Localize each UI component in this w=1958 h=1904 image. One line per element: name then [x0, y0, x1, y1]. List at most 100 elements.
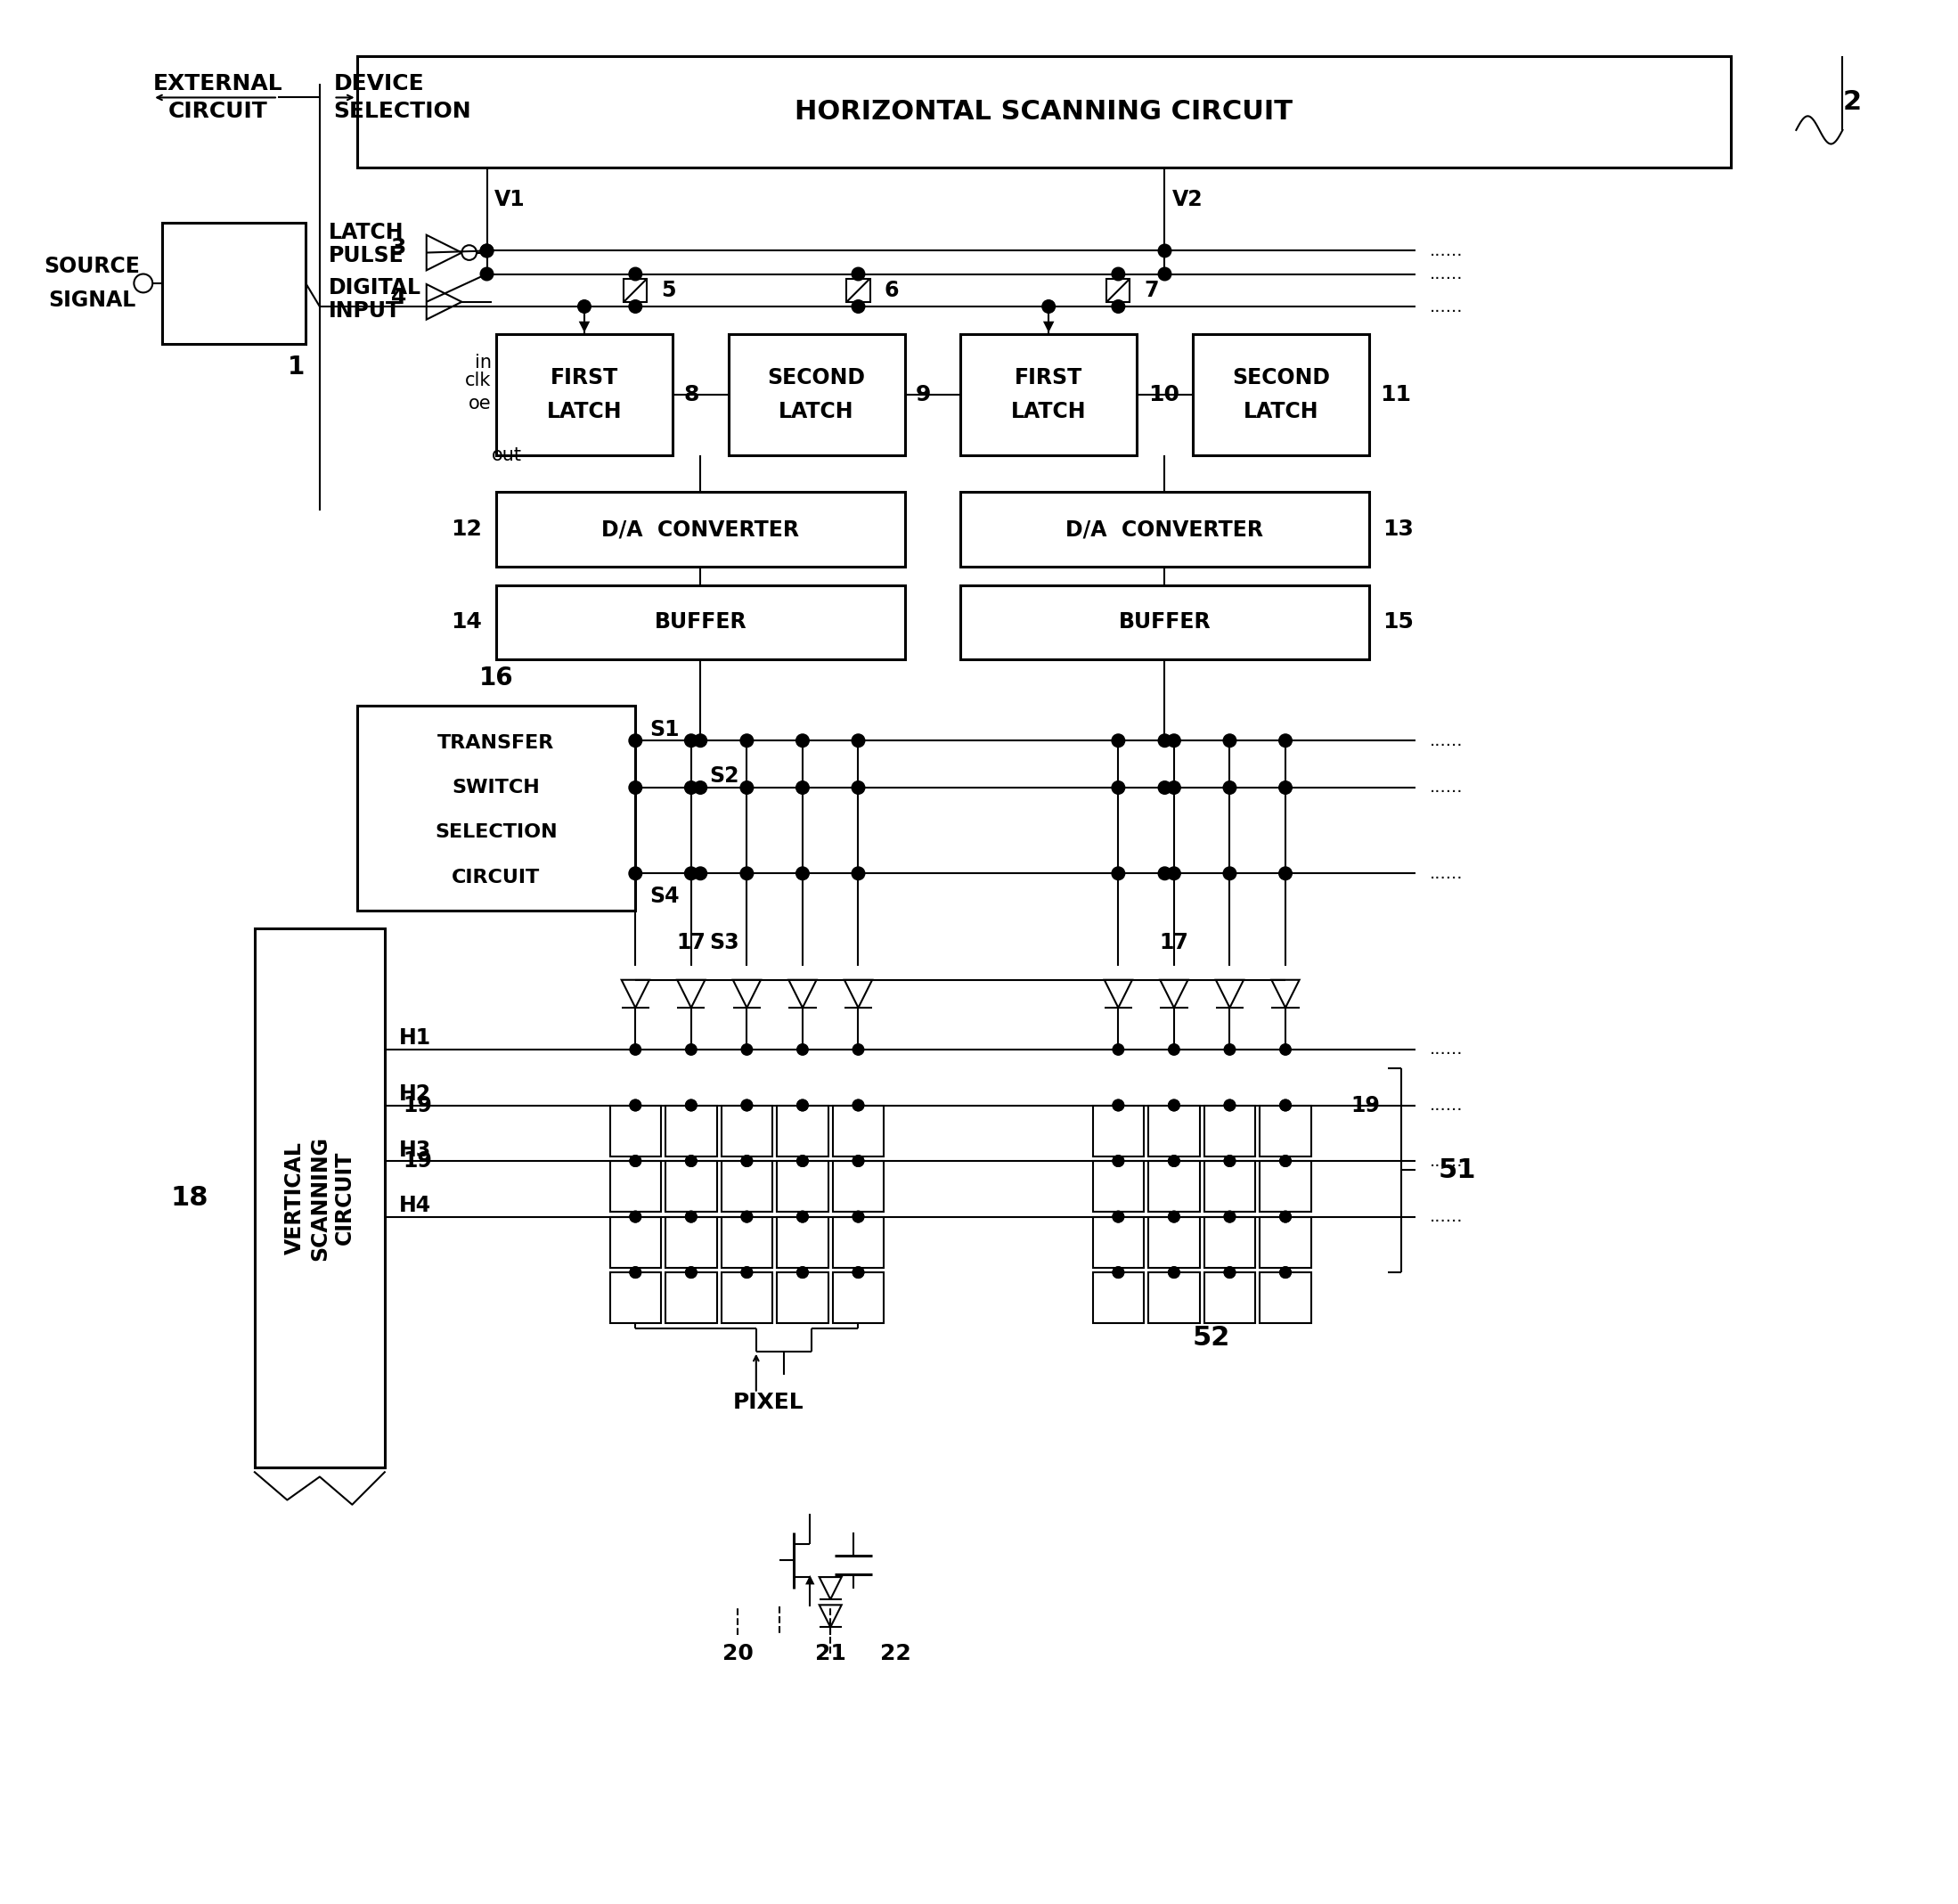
Text: SECOND: SECOND [768, 367, 865, 388]
Circle shape [578, 301, 591, 312]
Text: SWITCH: SWITCH [452, 779, 540, 796]
Text: S1: S1 [650, 720, 679, 741]
Text: PULSE: PULSE [329, 246, 405, 267]
Text: EXTERNAL: EXTERNAL [153, 72, 282, 95]
Circle shape [1224, 1266, 1235, 1278]
Bar [1204, 1217, 1255, 1268]
Circle shape [1169, 1156, 1179, 1167]
Bar [832, 1104, 883, 1156]
Text: 12: 12 [450, 518, 482, 541]
Bar [1204, 1161, 1255, 1213]
Circle shape [630, 1266, 640, 1278]
Circle shape [797, 781, 809, 794]
Circle shape [1279, 866, 1292, 880]
Circle shape [742, 1211, 752, 1222]
Circle shape [1281, 1043, 1290, 1055]
Circle shape [852, 781, 865, 794]
Text: 6: 6 [883, 280, 899, 301]
Circle shape [852, 866, 865, 880]
Text: 19: 19 [403, 1095, 433, 1116]
Bar [832, 1217, 883, 1268]
Circle shape [685, 1101, 697, 1110]
Bar [1093, 1217, 1143, 1268]
Circle shape [480, 267, 493, 280]
Text: 19: 19 [1351, 1095, 1380, 1116]
Bar [721, 1272, 771, 1323]
Circle shape [740, 781, 754, 794]
Circle shape [1159, 735, 1171, 746]
Circle shape [1281, 1211, 1290, 1222]
Circle shape [1112, 866, 1124, 880]
Text: 17: 17 [676, 933, 705, 954]
Circle shape [742, 1156, 752, 1167]
Circle shape [852, 1266, 863, 1278]
Circle shape [797, 1156, 809, 1167]
Text: BUFFER: BUFFER [654, 611, 746, 632]
Circle shape [1169, 1266, 1179, 1278]
Text: D/A  CONVERTER: D/A CONVERTER [601, 518, 799, 541]
Bar [495, 335, 672, 455]
Text: H2: H2 [399, 1083, 431, 1104]
Circle shape [742, 1211, 752, 1222]
Bar [777, 1217, 828, 1268]
Circle shape [1112, 1211, 1124, 1222]
Circle shape [797, 1211, 809, 1222]
Circle shape [1224, 866, 1235, 880]
Text: SELECTION: SELECTION [435, 824, 558, 842]
Circle shape [685, 866, 697, 880]
Circle shape [1224, 1101, 1235, 1110]
Circle shape [685, 1043, 697, 1055]
Circle shape [1042, 301, 1055, 312]
Circle shape [1224, 1101, 1235, 1110]
Text: INPUT: INPUT [329, 301, 401, 322]
Text: FIRST: FIRST [550, 367, 619, 388]
Bar [721, 1104, 771, 1156]
Circle shape [630, 1101, 640, 1110]
Text: ......: ...... [1429, 1152, 1463, 1169]
Bar [832, 1161, 883, 1213]
Text: SELECTION: SELECTION [333, 101, 472, 122]
Text: DEVICE: DEVICE [333, 72, 425, 95]
Bar [1259, 1272, 1312, 1323]
Circle shape [629, 267, 642, 280]
Circle shape [742, 1266, 752, 1278]
Text: 2: 2 [1842, 89, 1862, 114]
Bar [1259, 1104, 1312, 1156]
Circle shape [742, 1156, 752, 1167]
Text: 21: 21 [815, 1643, 846, 1664]
Circle shape [742, 1043, 752, 1055]
Bar [609, 1161, 662, 1213]
Text: ......: ...... [1429, 242, 1463, 259]
Circle shape [797, 1266, 809, 1278]
Circle shape [1112, 735, 1124, 746]
Circle shape [1112, 1156, 1124, 1167]
Text: VERTICAL
SCANNING
CIRCUIT: VERTICAL SCANNING CIRCUIT [284, 1137, 354, 1260]
Circle shape [1169, 1156, 1179, 1167]
Text: V2: V2 [1173, 188, 1202, 209]
Text: SIGNAL: SIGNAL [49, 289, 135, 310]
Bar [777, 1161, 828, 1213]
Text: LATCH: LATCH [329, 221, 403, 244]
Bar [961, 585, 1369, 659]
Text: SOURCE: SOURCE [45, 255, 141, 278]
Circle shape [740, 866, 754, 880]
Text: 9: 9 [916, 385, 932, 406]
Text: 7: 7 [1143, 280, 1159, 301]
Circle shape [797, 1211, 809, 1222]
Circle shape [480, 244, 493, 257]
Circle shape [1112, 1101, 1124, 1110]
Bar [961, 335, 1138, 455]
Text: 19: 19 [403, 1150, 433, 1171]
Bar [609, 1272, 662, 1323]
Text: ......: ...... [1429, 733, 1463, 748]
Circle shape [1169, 1043, 1179, 1055]
Text: CIRCUIT: CIRCUIT [452, 868, 540, 887]
Polygon shape [805, 1575, 815, 1584]
Text: 10: 10 [1147, 385, 1179, 406]
Circle shape [693, 781, 707, 794]
Circle shape [1112, 781, 1124, 794]
Circle shape [685, 1156, 697, 1167]
Circle shape [1281, 1266, 1290, 1278]
Text: PIXEL: PIXEL [732, 1392, 805, 1413]
Bar [625, 278, 646, 303]
